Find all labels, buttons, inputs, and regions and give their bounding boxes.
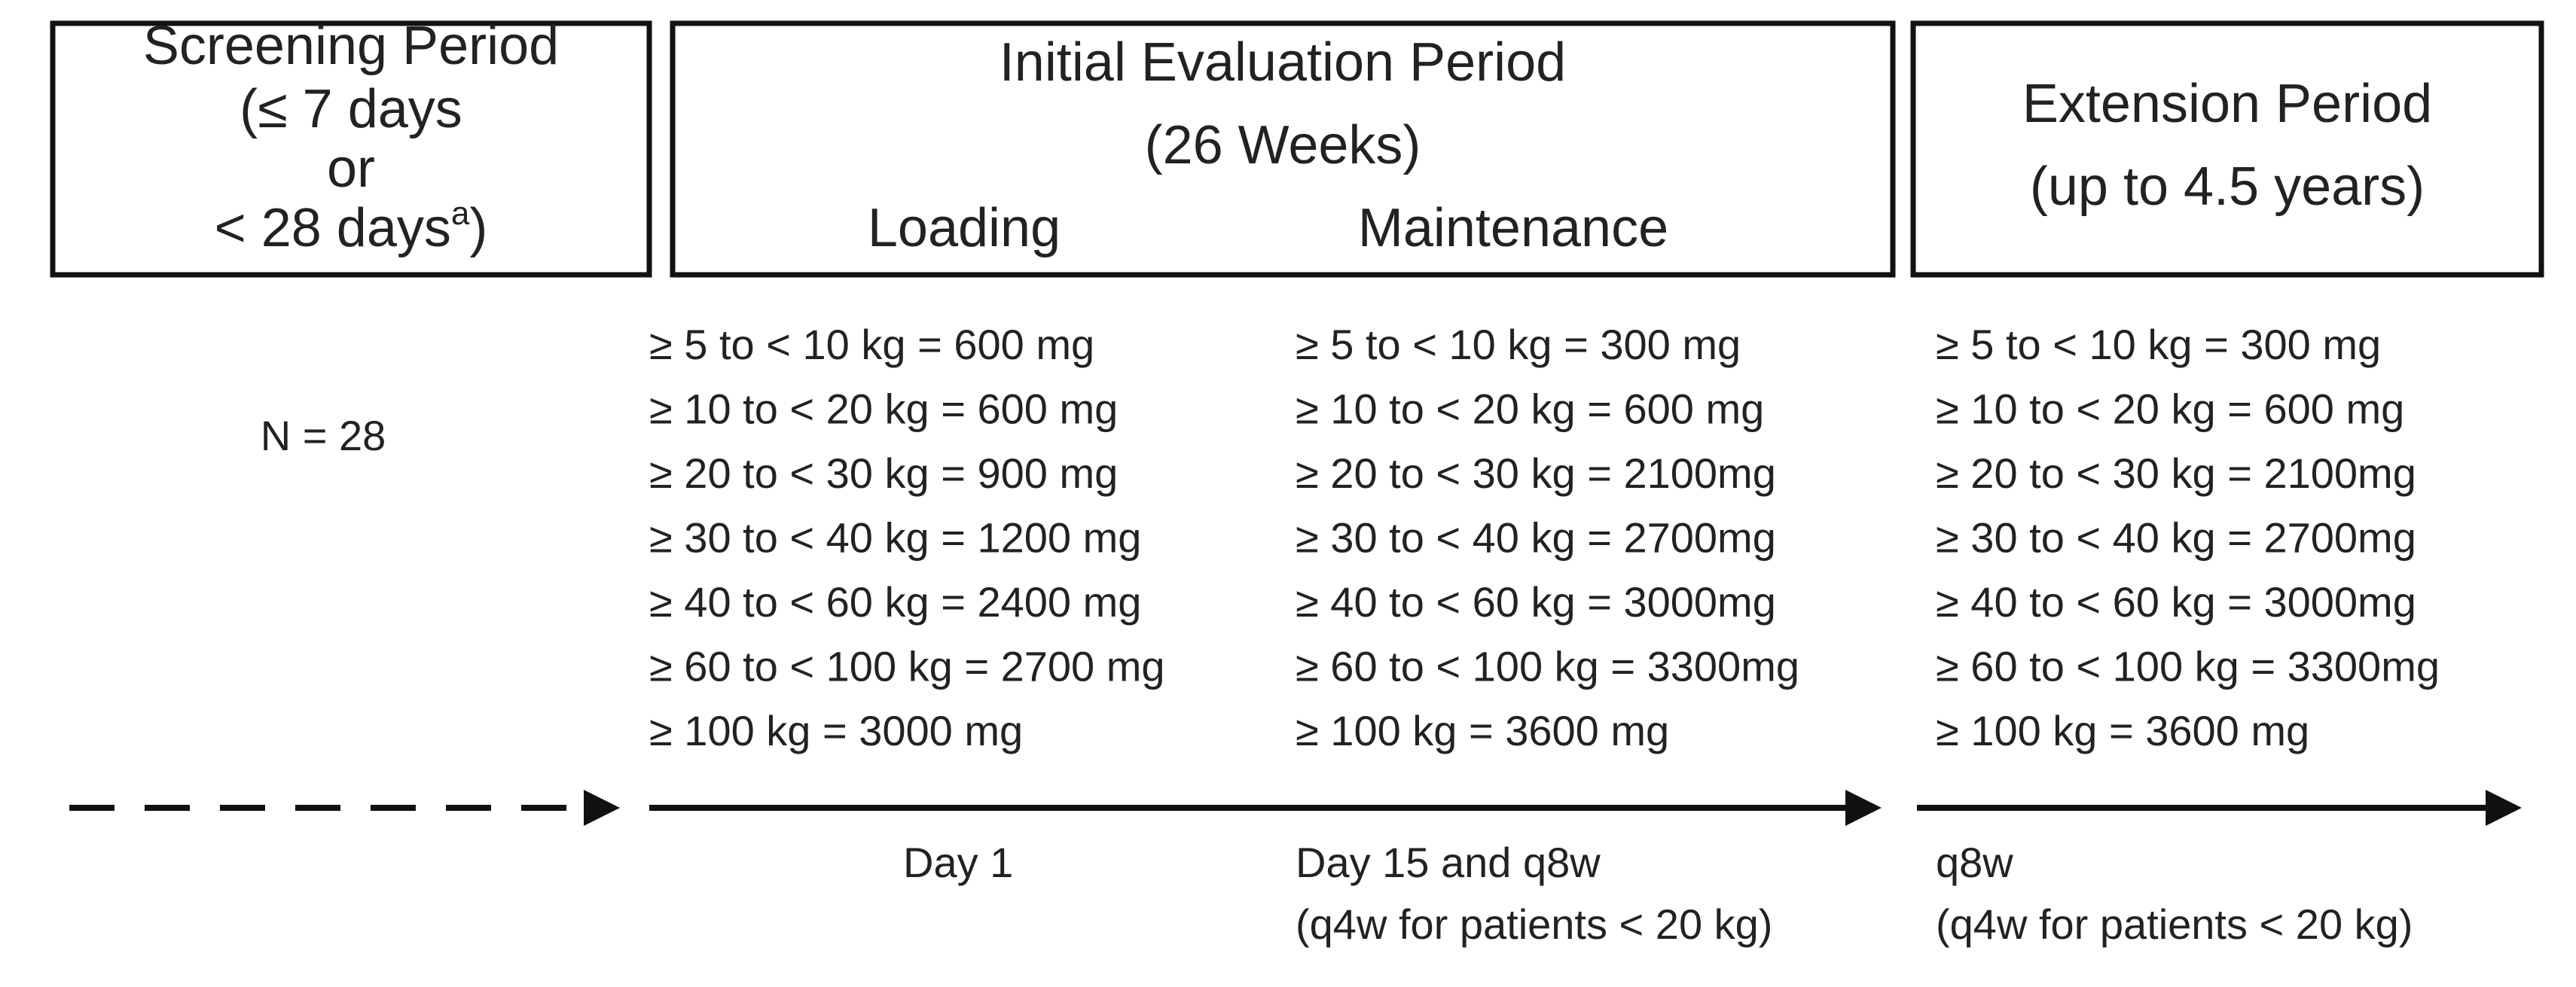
schedule-line: q8w [1936, 839, 2013, 886]
dose-line: ≥ 30 to < 40 kg = 2700mg [1296, 513, 1776, 561]
dose-line: ≥ 40 to < 60 kg = 3000mg [1936, 578, 2416, 626]
dose-line: ≥ 20 to < 30 kg = 2100mg [1936, 449, 2416, 497]
dose-line: ≥ 20 to < 30 kg = 900 mg [649, 449, 1118, 497]
dose-line: ≥ 100 kg = 3000 mg [649, 707, 1023, 754]
dose-line: ≥ 40 to < 60 kg = 2400 mg [649, 578, 1141, 626]
phase: Maintenance [1358, 198, 1668, 258]
extension-title: Extension Period [2022, 74, 2432, 134]
initial-title: Initial Evaluation Period [1000, 32, 1566, 93]
schedule-line: Day 15 and q8w [1296, 839, 1601, 886]
dose-line: ≥ 10 to < 20 kg = 600 mg [649, 385, 1118, 432]
footnote: a [451, 195, 470, 232]
extension-box [1910, 20, 2544, 278]
dose-line: ≥ 60 to < 100 kg = 3300mg [1936, 642, 2440, 690]
dose-columns: ≥ 5 to < 10 kg = 600 mg ≥ 10 to < 20 kg =… [649, 321, 2440, 948]
dose-line: ≥ 10 to < 20 kg = 600 mg [1296, 385, 1764, 432]
dose-line: ≥ 20 to < 30 kg = 2100mg [1296, 449, 1776, 497]
screening-or: or [327, 139, 375, 199]
dose-line: ≥ 60 to < 100 kg = 3300mg [1296, 642, 1799, 690]
suffix: ) [469, 198, 487, 258]
schedule-line: Day 1 [903, 839, 1013, 886]
screening-duration: (≤ 7 days [240, 79, 462, 139]
dose-line: ≥ 40 to < 60 kg = 3000mg [1296, 578, 1776, 626]
initial-subtitle: (26 Weeks) [1145, 115, 1421, 175]
phase: Loading [868, 198, 1061, 258]
screening-alt: < 28 daysa) [215, 195, 488, 258]
dose-line: ≥ 5 to < 10 kg = 300 mg [1936, 321, 2381, 368]
dose-line: ≥ 10 to < 20 kg = 600 mg [1936, 385, 2404, 432]
screening-title: Screening Period [143, 16, 559, 76]
dose-line: ≥ 100 kg = 3600 mg [1296, 707, 1669, 754]
dose-line: ≥ 30 to < 40 kg = 2700mg [1936, 513, 2416, 561]
dose-line: ≥ 30 to < 40 kg = 1200 mg [649, 513, 1141, 561]
initial-box [670, 20, 1896, 278]
dose-line: ≥ 60 to < 100 kg = 2700 mg [649, 642, 1165, 690]
n-count: N = 28 [261, 412, 386, 459]
dose-line: ≥ 5 to < 10 kg = 600 mg [649, 321, 1094, 368]
schedule-line: (q4w for patients < 20 kg) [1296, 900, 1772, 948]
screening-box [50, 20, 652, 278]
dose-line: ≥ 5 to < 10 kg = 300 mg [1296, 321, 1741, 368]
schedule-line: (q4w for patients < 20 kg) [1936, 900, 2413, 948]
screening-alt-text: < 28 days [215, 198, 451, 258]
dose-line: ≥ 100 kg = 3600 mg [1936, 707, 2309, 754]
extension-subtitle: (up to 4.5 years) [2030, 157, 2425, 217]
